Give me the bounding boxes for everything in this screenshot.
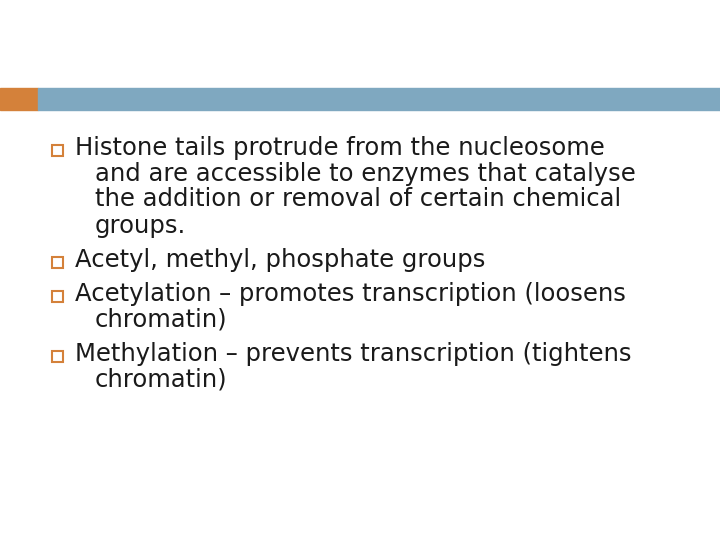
Text: chromatin): chromatin) [95,368,228,392]
Text: Methylation – prevents transcription (tightens: Methylation – prevents transcription (ti… [75,341,631,366]
Bar [52,145,63,156]
Text: Histone tails protrude from the nucleosome: Histone tails protrude from the nucleoso… [75,136,605,159]
Bar [0,88,38,110]
Bar [38,88,720,110]
Bar [52,351,63,362]
Bar [52,291,63,302]
Text: groups.: groups. [95,213,186,238]
Text: Acetyl, methyl, phosphate groups: Acetyl, methyl, phosphate groups [75,247,485,272]
Text: chromatin): chromatin) [95,307,228,332]
Text: Acetylation – promotes transcription (loosens: Acetylation – promotes transcription (lo… [75,281,626,306]
Text: and are accessible to enzymes that catalyse: and are accessible to enzymes that catal… [95,161,636,186]
Text: the addition or removal of certain chemical: the addition or removal of certain chemi… [95,187,621,212]
Bar [52,257,63,268]
